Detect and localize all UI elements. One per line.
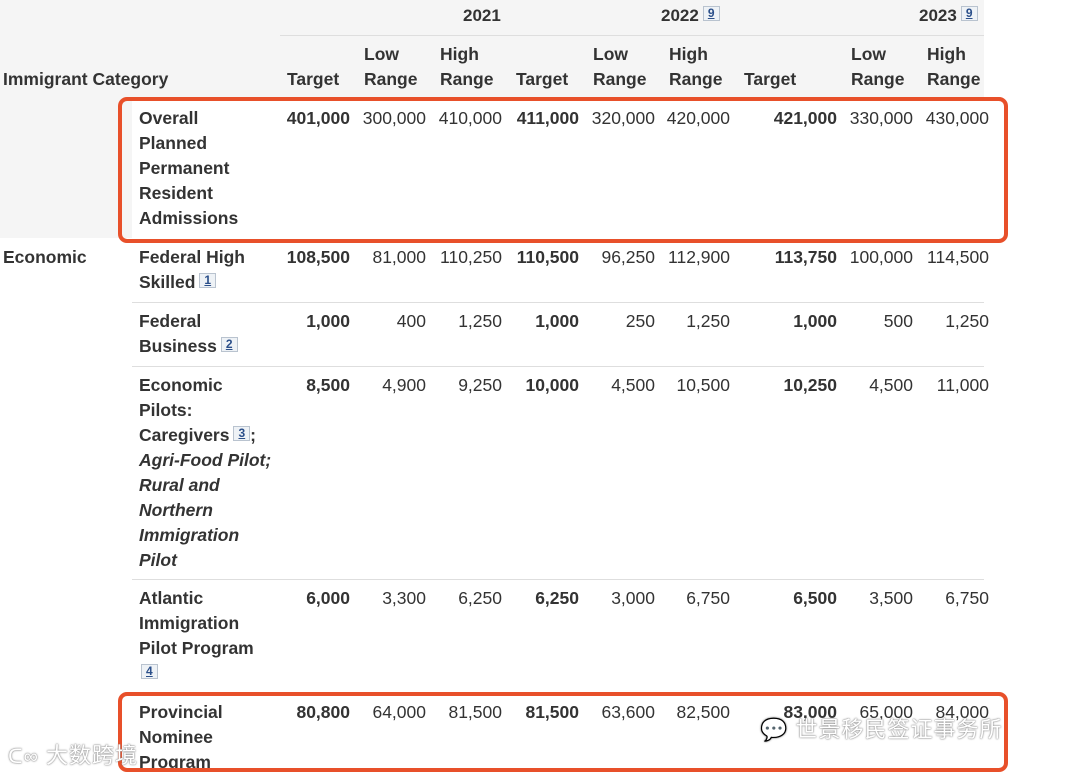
table-cell: 6,250	[458, 588, 502, 608]
row-label: Federal High Skilled 1	[139, 247, 245, 292]
table-cell: 81,000	[372, 247, 426, 267]
col-header-low: Low Range	[364, 44, 418, 89]
category-header: Immigrant Category	[3, 69, 169, 89]
table-cell: 6,500	[793, 588, 837, 608]
table-cell: 84,000	[935, 702, 989, 722]
table-cell: 80,800	[296, 702, 350, 722]
table-cell: 110,250	[440, 247, 502, 267]
footnote-link[interactable]: 2	[220, 337, 238, 352]
table-cell: 1,000	[793, 311, 837, 331]
year-divider	[280, 35, 984, 36]
table-cell: 113,750	[774, 247, 837, 267]
table-cell: 114,500	[927, 247, 989, 267]
table-cell: 1,250	[686, 311, 730, 331]
row-label: Atlantic Immigration Pilot Program 4	[139, 588, 254, 679]
footnote-link[interactable]: 4	[141, 664, 158, 679]
table-cell: 6,750	[945, 588, 989, 608]
footnote-link[interactable]: 9	[960, 6, 978, 21]
col-header-low: Low Range	[593, 44, 647, 89]
table-cell: 3,300	[382, 588, 426, 608]
col-header-high: High Range	[927, 44, 981, 89]
table-cell: 4,500	[611, 375, 655, 395]
table-cell: 300,000	[362, 108, 426, 128]
table-header-background	[0, 0, 984, 98]
col-header-high: High Range	[440, 44, 494, 89]
table-cell: 11,000	[936, 375, 989, 395]
row-divider	[132, 579, 984, 580]
table-cell: 411,000	[516, 108, 579, 128]
table-cell: 400	[396, 311, 426, 331]
table-cell: 3,500	[869, 588, 913, 608]
table-cell: 65,000	[859, 702, 913, 722]
table-cell: 430,000	[925, 108, 989, 128]
watermark-right: 💬 世景移民签证事务所	[760, 717, 1003, 742]
table-cell: 1,250	[458, 311, 502, 331]
highlight-box-provincial	[118, 692, 1008, 772]
table-cell: 10,000	[525, 375, 579, 395]
highlight-box-overall	[118, 97, 1008, 243]
table-cell: 410,000	[438, 108, 502, 128]
table-cell: 83,000	[783, 702, 837, 722]
table-cell: 1,000	[306, 311, 350, 331]
chat-bubble-icon: 💬	[760, 717, 789, 742]
table-cell: 110,500	[516, 247, 579, 267]
row-label: Federal Business 2	[139, 309, 238, 359]
table-cell: 6,750	[686, 588, 730, 608]
table-cell: 320,000	[591, 108, 655, 128]
table-cell: 112,900	[668, 247, 730, 267]
col-header-target: Target	[516, 69, 569, 89]
table-cell: 82,500	[676, 702, 730, 722]
col-header-high: High Range	[669, 44, 723, 89]
brand-logo-icon: ᑕ∞	[8, 746, 39, 768]
year-2023: 2023 9	[919, 3, 978, 28]
table-cell: 100,000	[849, 247, 913, 267]
table-cell: 4,900	[382, 375, 426, 395]
table-cell: 401,000	[286, 108, 350, 128]
row-divider	[132, 366, 984, 367]
watermark-left: ᑕ∞ 大数跨境	[8, 743, 138, 768]
footnote-link[interactable]: 3	[233, 426, 251, 441]
table-cell: 250	[625, 311, 655, 331]
table-cell: 3,000	[611, 588, 655, 608]
table-cell: 63,600	[601, 702, 655, 722]
col-header-target: Target	[744, 69, 797, 89]
table-cell: 1,000	[535, 311, 579, 331]
table-cell: 81,500	[448, 702, 502, 722]
row-label: Provincial Nominee Program	[139, 702, 223, 772]
table-cell: 4,500	[869, 375, 913, 395]
table-cell: 6,000	[306, 588, 350, 608]
footnote-link[interactable]: 1	[199, 273, 217, 288]
table-cell: 1,250	[945, 311, 989, 331]
table-cell: 420,000	[666, 108, 730, 128]
row-label: Economic Pilots: Caregivers 3; Agri-Food …	[139, 375, 272, 570]
footnote-link[interactable]: 9	[702, 6, 720, 21]
table-cell: 81,500	[525, 702, 579, 722]
table-cell: 330,000	[849, 108, 913, 128]
year-2021: 2021	[463, 6, 501, 25]
table-cell: 421,000	[773, 108, 837, 128]
table-cell: 9,250	[458, 375, 502, 395]
table-cell: 8,500	[306, 375, 350, 395]
row-label: Overall Planned Permanent Resident Admis…	[139, 108, 239, 228]
row-divider	[132, 302, 984, 303]
table-cell: 96,250	[601, 247, 655, 267]
col-header-low: Low Range	[851, 44, 905, 89]
table-cell: 6,250	[535, 588, 579, 608]
table-cell: 10,500	[676, 375, 730, 395]
group-label-economic: Economic	[3, 247, 87, 267]
year-2022: 2022 9	[661, 3, 720, 28]
table-cell: 108,500	[286, 247, 350, 267]
table-cell: 500	[883, 311, 913, 331]
category-column-background	[0, 98, 132, 238]
col-header-target: Target	[287, 69, 340, 89]
table-cell: 10,250	[783, 375, 837, 395]
table-cell: 64,000	[372, 702, 426, 722]
